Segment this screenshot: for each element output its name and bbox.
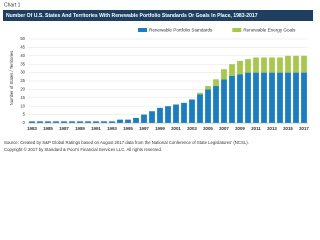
bar-segment bbox=[53, 121, 59, 123]
y-tick-label: 50 bbox=[20, 36, 25, 41]
x-tick-label: 1991 bbox=[91, 126, 101, 131]
bar-segment bbox=[93, 121, 99, 123]
y-tick-label: 40 bbox=[20, 53, 25, 58]
bar-segment bbox=[77, 121, 83, 123]
bar-segment bbox=[61, 121, 67, 123]
bar-segment bbox=[45, 121, 51, 123]
y-axis-label: Number of States / Territories bbox=[9, 51, 14, 105]
y-tick-label: 0 bbox=[23, 120, 26, 125]
chart: Chart 1 Number Of U.S. States And Territ… bbox=[3, 2, 313, 152]
bar-segment bbox=[101, 121, 107, 123]
x-tick-label: 2005 bbox=[203, 126, 213, 131]
y-tick-label: 25 bbox=[20, 78, 25, 83]
bar-segment bbox=[85, 121, 91, 123]
bar-segment bbox=[293, 55, 299, 73]
bar-segment bbox=[221, 69, 227, 80]
bar-segment bbox=[69, 121, 75, 123]
x-tick-label: 1999 bbox=[155, 126, 165, 131]
bar-segment bbox=[133, 117, 139, 123]
legend-swatch bbox=[138, 28, 147, 32]
bar-segment bbox=[149, 111, 155, 123]
bar-segment bbox=[205, 89, 211, 123]
bar-segment bbox=[301, 72, 307, 123]
bar-segment bbox=[229, 75, 235, 123]
footnote: Copyright © 2017 by Standard & Poor's Fi… bbox=[4, 147, 162, 152]
x-tick-label: 2001 bbox=[171, 126, 181, 131]
bar-segment bbox=[269, 72, 275, 123]
x-tick-label: 1989 bbox=[75, 126, 85, 131]
bar-segment bbox=[181, 102, 187, 123]
bar-segment bbox=[205, 86, 211, 90]
y-tick-label: 5 bbox=[23, 112, 26, 117]
bar-segment bbox=[157, 107, 163, 123]
x-tick-label: 2009 bbox=[235, 126, 245, 131]
bar-segment bbox=[237, 74, 243, 123]
bar-segment bbox=[285, 55, 291, 73]
bar-segment bbox=[213, 79, 219, 87]
bar-segment bbox=[261, 57, 267, 73]
bar-segment bbox=[173, 104, 179, 123]
bar-segment bbox=[141, 114, 147, 123]
x-tick-label: 2017 bbox=[299, 126, 309, 131]
bar-segment bbox=[285, 72, 291, 123]
bar-segment bbox=[253, 72, 259, 123]
x-tick-label: 1995 bbox=[123, 126, 133, 131]
legend-swatch bbox=[232, 28, 242, 32]
x-tick-label: 2011 bbox=[251, 126, 261, 131]
x-tick-label: 2015 bbox=[283, 126, 293, 131]
chart-label: Chart 1 bbox=[4, 2, 21, 8]
bar-segment bbox=[277, 72, 283, 123]
legend-label: Renewable Energy Goals bbox=[243, 27, 296, 32]
bar-segment bbox=[269, 57, 275, 73]
footnote: Source: Created by S&P Global Ratings ba… bbox=[4, 140, 249, 145]
y-tick-label: 15 bbox=[20, 95, 25, 100]
bar-segment bbox=[253, 57, 259, 73]
bar-segment bbox=[221, 79, 227, 123]
x-tick-label: 2013 bbox=[267, 126, 277, 131]
y-tick-label: 30 bbox=[20, 70, 25, 75]
y-tick-label: 35 bbox=[20, 61, 25, 66]
bar-segment bbox=[117, 119, 123, 123]
chart-title: Number Of U.S. States And Territories Wi… bbox=[6, 13, 258, 19]
title-bar bbox=[3, 10, 313, 21]
bar-segment bbox=[165, 106, 171, 123]
x-tick-label: 2003 bbox=[187, 126, 197, 131]
bar-segment bbox=[213, 86, 219, 123]
y-tick-label: 45 bbox=[20, 45, 25, 50]
bar-segment bbox=[237, 60, 243, 75]
x-tick-label: 1983 bbox=[27, 126, 37, 131]
y-tick-label: 10 bbox=[20, 103, 25, 108]
bar-segment bbox=[229, 64, 235, 76]
x-tick-label: 1997 bbox=[139, 126, 149, 131]
bar-segment bbox=[301, 55, 307, 73]
bar-segment bbox=[197, 92, 203, 95]
bar-segment bbox=[245, 59, 251, 73]
bar-segment bbox=[293, 72, 299, 123]
bar-segment bbox=[109, 121, 115, 123]
bar-segment bbox=[29, 121, 35, 123]
bar-segment bbox=[37, 121, 43, 123]
x-tick-label: 2007 bbox=[219, 126, 229, 131]
bar-segment bbox=[245, 72, 251, 123]
bar-segment bbox=[125, 119, 131, 123]
bar-segment bbox=[277, 57, 283, 73]
bar-segment bbox=[261, 72, 267, 123]
bar-segment bbox=[189, 99, 195, 123]
x-tick-label: 1987 bbox=[59, 126, 69, 131]
x-tick-label: 1985 bbox=[43, 126, 53, 131]
bar-segment bbox=[197, 94, 203, 123]
legend-label: Renewable Portfolio Standards bbox=[149, 27, 213, 32]
x-tick-label: 1993 bbox=[107, 126, 117, 131]
y-tick-label: 20 bbox=[20, 87, 25, 92]
